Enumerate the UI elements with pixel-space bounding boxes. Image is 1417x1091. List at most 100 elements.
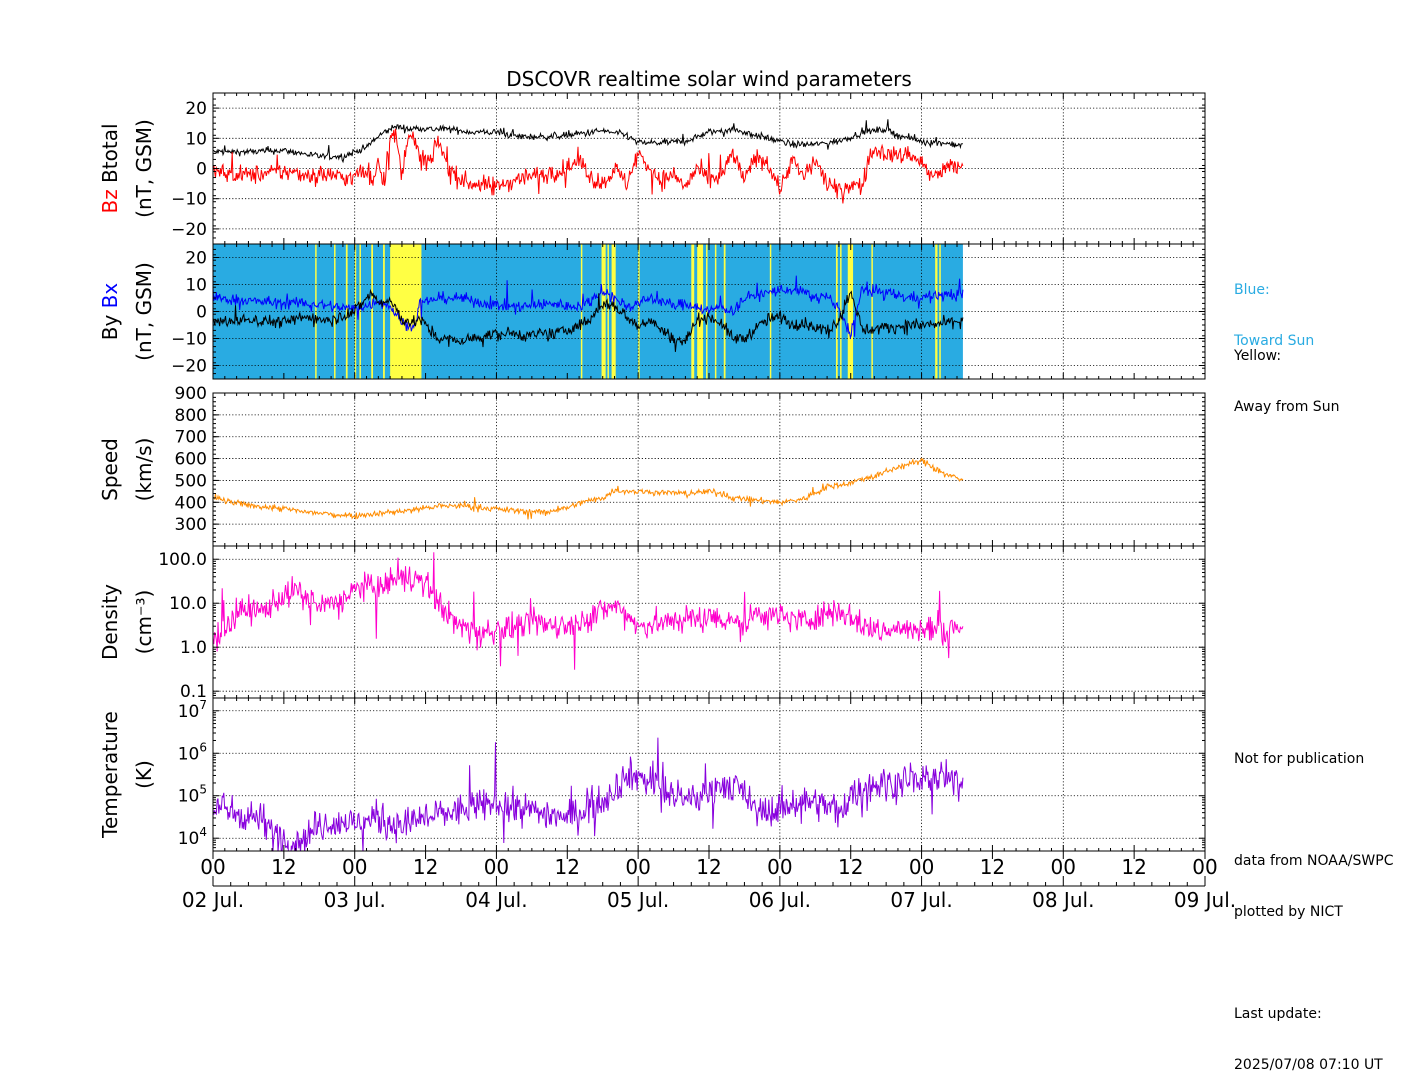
x-tick-label: 12: [271, 855, 296, 879]
x-tick-label: 00: [625, 855, 650, 879]
y-axis-label: Density: [98, 584, 122, 660]
panel-bfield: 20 10 0 −10 −20 Bz Btotal (nT, GSM): [98, 92, 1206, 245]
y-tick-label: 600: [175, 450, 207, 470]
plotted-by-note: plotted by NICT: [1234, 904, 1343, 920]
series-btotal: [213, 119, 963, 164]
y-tick-label: 10.0: [169, 594, 207, 614]
series-temperature: [213, 737, 964, 851]
legend-toward-text: Toward Sun: [1234, 333, 1315, 349]
y-tick-label: 107: [178, 698, 207, 722]
y-axis-unit: (K): [132, 760, 156, 789]
y-axis-label: Temperature: [98, 711, 122, 839]
y-tick-label: 0: [196, 160, 207, 180]
y-tick-label: 0.1: [180, 682, 207, 702]
legend-away-from-sun: Yellow: Away from Sun: [1234, 314, 1339, 433]
x-ticks: [212, 244, 1206, 379]
x-tick-label: 00: [342, 855, 367, 879]
y-tick-label: 104: [178, 825, 207, 849]
away-sector-band: [345, 244, 348, 379]
y-tick-label: 105: [178, 783, 207, 807]
y-label-temperature: Temperature: [98, 711, 122, 839]
series-speed: [213, 457, 964, 520]
x-tick-label: 00: [1192, 855, 1217, 879]
date-label: 02 Jul.: [182, 888, 244, 912]
panel-frame: [212, 545, 1206, 699]
y-tick-label: 300: [175, 515, 207, 535]
y-tick-label: −10: [171, 330, 207, 350]
date-label: 09 Jul.: [1174, 888, 1236, 912]
legend-toward-label: Blue:: [1234, 282, 1270, 298]
series-layer: [213, 119, 964, 204]
series-density: [213, 552, 964, 670]
panel-temperature: 107 106 105 104 Temperature (K): [98, 697, 1206, 852]
y-tick-label: 106: [178, 740, 207, 764]
series-by: [213, 288, 964, 352]
solar-wind-figure: DSCOVR realtime solar wind parameters 20…: [98, 67, 1236, 912]
series-layer: [213, 552, 964, 670]
away-sector-band: [871, 244, 873, 379]
series-bx: [213, 275, 964, 340]
legend-away-label: Yellow:: [1234, 348, 1282, 364]
legend-away-text: Away from Sun: [1234, 399, 1340, 415]
y-tick-label: 10: [185, 276, 207, 296]
x-tick-label: 12: [1121, 855, 1146, 879]
x-tick-label: 12: [555, 855, 580, 879]
y-axis-unit: (km/s): [132, 438, 156, 502]
series-bz: [213, 128, 964, 204]
date-label: 05 Jul.: [607, 888, 669, 912]
y-label-speed: Speed: [98, 438, 122, 501]
grid: [213, 546, 1205, 698]
y-tick-label: 700: [175, 428, 207, 448]
x-tick-label: 00: [200, 855, 225, 879]
x-ticks: [212, 698, 1206, 851]
x-tick-label: 12: [696, 855, 721, 879]
x-axis: 00 12 00 12 00 12 00 12 00 12 00 12 00 12 00 02 Jul. 03 …: [182, 851, 1236, 912]
y-tick-label: −10: [171, 190, 207, 210]
series-layer: [213, 737, 964, 851]
away-sector-band: [607, 244, 609, 379]
chart-title: DSCOVR realtime solar wind parameters: [506, 67, 912, 91]
x-ticks: [212, 546, 1206, 698]
y-label-by: By: [98, 315, 122, 341]
away-sector-band: [359, 244, 361, 379]
x-tick-label: 12: [413, 855, 438, 879]
y-tick-label: 20: [185, 99, 207, 119]
y-tick-label: −20: [171, 220, 207, 240]
y-axis-label: By Bx: [98, 283, 122, 341]
panel-density: 100.0 10.0 1.0 0.1 Density (cm⁻³): [98, 545, 1206, 702]
y-axis-unit: (nT, GSM): [132, 262, 156, 361]
series-layer: [213, 275, 964, 352]
x-tick-label: 00: [1051, 855, 1076, 879]
date-label: 03 Jul.: [324, 888, 386, 912]
x-tick-label: 12: [980, 855, 1005, 879]
y-tick-label: 1.0: [180, 638, 207, 658]
y-tick-label: 100.0: [158, 550, 207, 570]
date-label: 06 Jul.: [749, 888, 811, 912]
away-sector-band: [383, 244, 385, 379]
y-label-density: Density: [98, 584, 122, 660]
date-label: 07 Jul.: [890, 888, 952, 912]
legend-toward-sun: Blue: Toward Sun: [1234, 248, 1314, 367]
panel-frame: [212, 392, 1206, 547]
y-tick-label: 0: [196, 303, 207, 323]
y-label-bz: Bz: [98, 189, 122, 213]
date-label: 08 Jul.: [1032, 888, 1094, 912]
y-label-bx: Bx: [98, 283, 122, 315]
y-axis-unit: (nT, GSM): [132, 119, 156, 218]
y-label-btotal: Btotal: [98, 123, 122, 189]
x-tick-label: 12: [838, 855, 863, 879]
away-sector-band: [354, 244, 357, 379]
y-tick-label: −20: [171, 357, 207, 377]
data-source-note: data from NOAA/SWPC: [1234, 853, 1394, 869]
x-tick-label: 00: [909, 855, 934, 879]
grid: [213, 93, 1205, 244]
y-tick-label: 900: [175, 384, 207, 404]
x-ticks: [212, 393, 1206, 546]
not-for-publication-note: Not for publication: [1234, 751, 1365, 767]
last-update-label: Last update:: [1234, 1006, 1322, 1022]
footnotes: Not for publication data from NOAA/SWPC …: [1234, 717, 1393, 1091]
grid: [213, 392, 1205, 546]
series-layer: [213, 457, 964, 520]
away-sector-band: [691, 244, 695, 379]
